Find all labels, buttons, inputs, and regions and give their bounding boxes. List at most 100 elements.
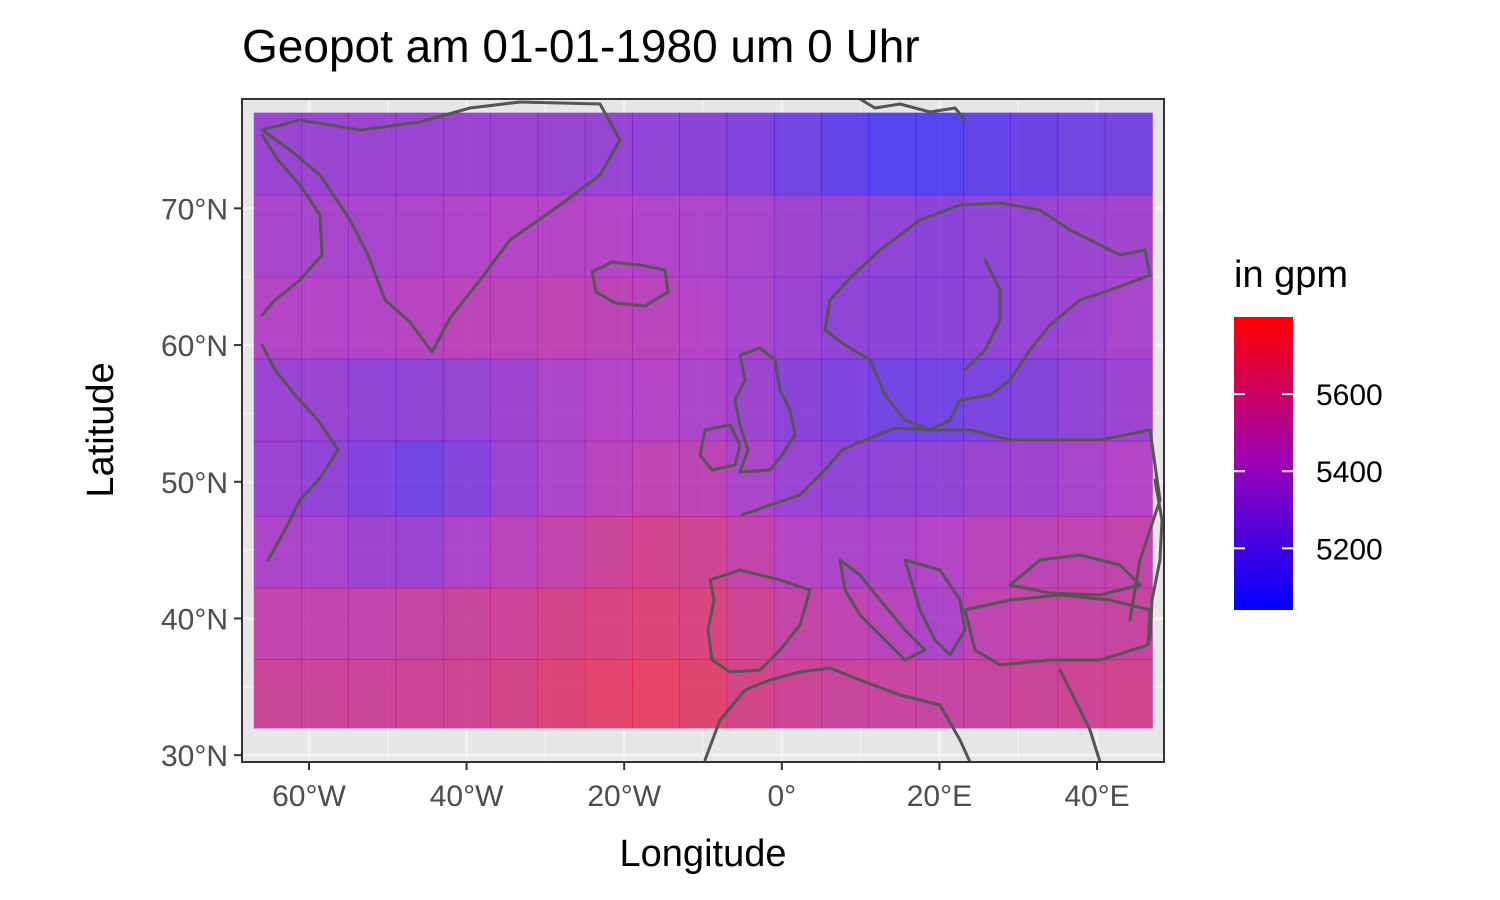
- heatmap-tile: [915, 659, 964, 729]
- heatmap-tile: [632, 659, 680, 729]
- heatmap-tile: [442, 659, 491, 729]
- axes: 60°W 40°W 20°W 0° 20°E 40°E 30°N 40°N 50°N 60°N 70…: [161, 193, 1130, 813]
- heatmap-tile: [773, 515, 822, 589]
- heatmap-tile: [253, 515, 302, 589]
- heatmap-tile: [821, 659, 870, 729]
- ireland-outline: [698, 423, 742, 472]
- colorbar-tick-label: 5200: [1316, 533, 1383, 566]
- heatmap-tile: [679, 112, 728, 196]
- heatmap-tile: [537, 515, 586, 589]
- y-tick-label: 70°N: [161, 193, 228, 226]
- heatmap-tile: [395, 659, 444, 729]
- heatmap-tile: [679, 440, 728, 517]
- x-tick-label: 40°E: [1064, 780, 1129, 813]
- colorbar-tick-label: 5400: [1316, 456, 1383, 489]
- greenland-outline: [260, 100, 622, 354]
- y-tick-label: 30°N: [161, 740, 228, 773]
- labrador-outline: [260, 343, 340, 562]
- heatmap-tile: [868, 276, 917, 360]
- heatmap-tile: [537, 358, 586, 442]
- levant-outline: [1058, 668, 1102, 762]
- heatmap-tile: [490, 276, 539, 360]
- heatmap-tile: [490, 112, 539, 196]
- heatmap-tile: [679, 194, 728, 278]
- heatmap-tile: [1104, 587, 1153, 661]
- heatmap-tile: [679, 659, 728, 729]
- heatmap-tile: [1104, 515, 1153, 589]
- heatmap-tile: [537, 440, 586, 517]
- heatmap-tile: [584, 358, 633, 442]
- heatmap-tile: [584, 276, 633, 360]
- heatmap-tile: [537, 194, 586, 278]
- heatmap-tile: [1010, 440, 1059, 517]
- heatmap-tile: [1057, 358, 1106, 442]
- heatmap-tile: [868, 659, 917, 729]
- heatmap-tile: [490, 659, 539, 729]
- heatmap-tile: [442, 358, 491, 442]
- heatmap-tile: [395, 587, 444, 661]
- heatmap-tile: [584, 515, 633, 589]
- gulf-of-bothnia-outline: [963, 258, 1002, 372]
- y-tick-label: 50°N: [161, 467, 228, 500]
- great-britain-outline: [733, 346, 797, 474]
- heatmap-tile: [490, 515, 539, 589]
- heatmap-tile: [584, 440, 633, 517]
- heatmap-tile: [1057, 515, 1106, 589]
- heatmap-tile: [537, 587, 586, 661]
- heatmap-tile: [1010, 358, 1059, 442]
- colorbar-legend: in gpm 5200 5400 5600: [1234, 254, 1383, 610]
- heatmap-tile: [348, 659, 397, 729]
- heatmap-tile: [348, 358, 397, 442]
- x-tick-label: 40°W: [430, 780, 504, 813]
- x-axis-title: Longitude: [620, 833, 787, 875]
- heatmap-tile: [821, 194, 870, 278]
- heatmap-tile: [915, 194, 964, 278]
- heatmap-tile: [868, 112, 917, 196]
- heatmap-tile: [821, 112, 870, 196]
- heatmap-tile: [915, 112, 964, 196]
- heatmap-tile: [726, 276, 775, 360]
- italy-outline: [838, 558, 927, 662]
- heatmap-tile: [773, 194, 822, 278]
- heatmap-tile: [1057, 276, 1106, 360]
- heatmap-tile: [1104, 440, 1153, 517]
- colorbar-tick-label: 5600: [1316, 379, 1383, 412]
- heatmap-tile: [584, 112, 633, 196]
- heatmap-tile: [632, 440, 680, 517]
- heatmap-tile: [679, 358, 728, 442]
- heatmap-tile: [442, 112, 491, 196]
- heatmap-tile: [632, 276, 680, 360]
- heatmap-tile: [726, 440, 775, 517]
- heatmap-tile: [632, 112, 680, 196]
- continental-europe-outline: [740, 426, 1162, 622]
- heatmap-tile: [395, 194, 444, 278]
- heatmap-tile: [726, 194, 775, 278]
- iberia-outline: [706, 568, 812, 674]
- heatmap-tile: [1057, 112, 1106, 196]
- y-tick-label: 40°N: [161, 603, 228, 636]
- heatmap-tile: [253, 440, 302, 517]
- heatmap-tile: [868, 440, 917, 517]
- heatmap-tile: [537, 112, 586, 196]
- baffin-outline: [260, 133, 324, 317]
- heatmap-tile: [963, 587, 1011, 661]
- caspian-outline: [1148, 478, 1164, 642]
- heatmap-tile: [584, 659, 633, 729]
- chart-title: Geopot am 01-01-1980 um 0 Uhr: [242, 20, 920, 72]
- heatmap-tile: [1104, 112, 1153, 196]
- heatmap-tile: [442, 515, 491, 589]
- heatmap-tile: [301, 358, 349, 442]
- scandinavia-outline: [823, 201, 1152, 432]
- heatmap-tile: [915, 515, 964, 589]
- heatmap-tile: [773, 276, 822, 360]
- heatmap-tile: [253, 659, 302, 729]
- heatmap-tile: [773, 358, 822, 442]
- heatmap-tile: [963, 112, 1011, 196]
- heatmap-tile: [963, 659, 1011, 729]
- heatmap-tile: [301, 276, 349, 360]
- heatmap-tile: [584, 587, 633, 661]
- heatmap-tile: [442, 194, 491, 278]
- heatmap-tile: [348, 276, 397, 360]
- heatmap-tile: [490, 358, 539, 442]
